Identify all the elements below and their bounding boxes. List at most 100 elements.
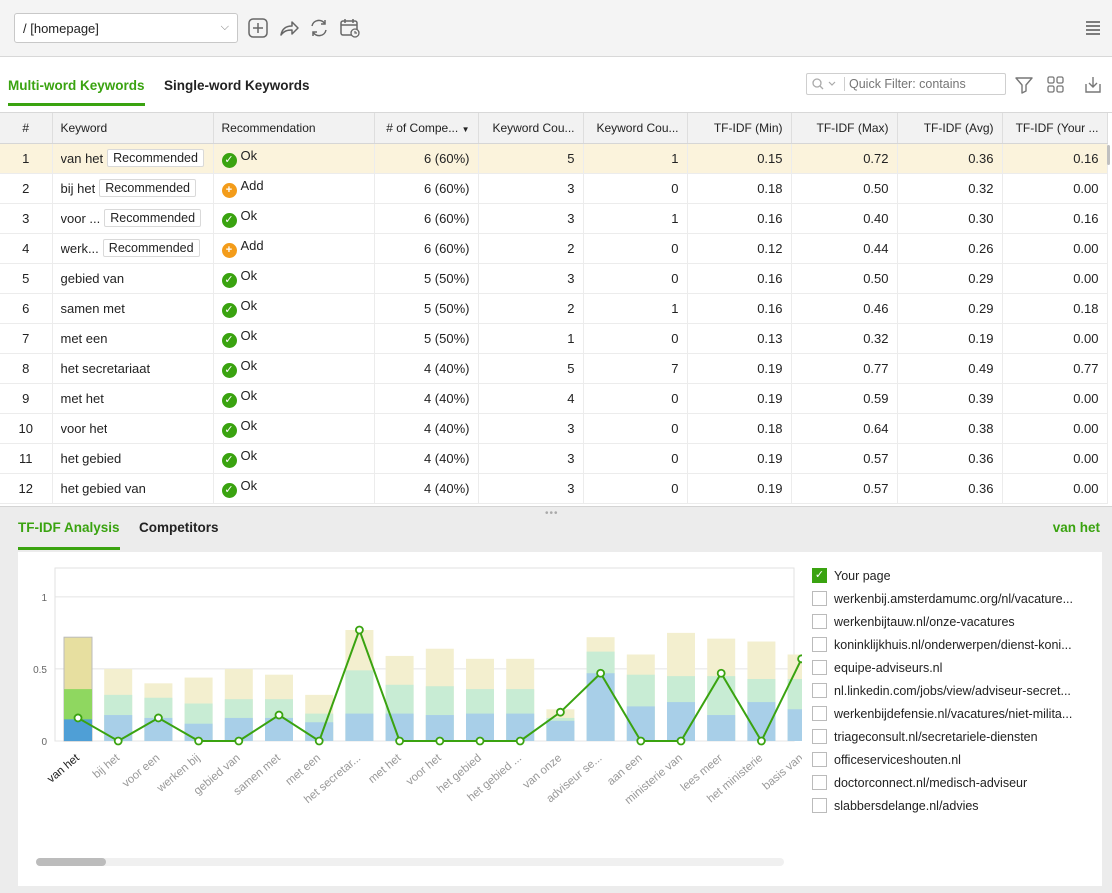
row-keyword: van het Recommended — [52, 143, 214, 174]
table-row[interactable]: 3 voor ... Recommended ✓ Ok 6 (60%) 3 1 0.16 0.40… — [0, 203, 1108, 234]
keyword-text: bij het — [60, 181, 96, 197]
keyword-text: het gebied van — [60, 481, 146, 497]
legend-checkbox[interactable] — [812, 729, 827, 744]
col-header-competitors[interactable]: # of Compe... ▼ — [374, 113, 479, 144]
legend-item[interactable]: slabbersdelange.nl/advies — [812, 794, 1102, 817]
bar-min — [586, 673, 615, 741]
legend-item[interactable]: werkenbij.amsterdamumc.org/nl/vacature..… — [812, 587, 1102, 610]
row-tfidf-max: 0.32 — [791, 323, 898, 354]
keyword-text: voor ... — [60, 211, 101, 227]
tab-tfidf-analysis[interactable]: TF-IDF Analysis — [18, 520, 120, 550]
legend-checkbox[interactable] — [812, 660, 827, 675]
col-header-keyword[interactable]: Keyword — [52, 113, 214, 144]
your-page-point — [475, 736, 485, 746]
quick-filter[interactable] — [806, 73, 1006, 95]
row-keyword-count-2: 0 — [583, 473, 688, 504]
keyword-text: gebied van — [60, 271, 125, 287]
export-icon[interactable] — [1083, 75, 1103, 95]
row-keyword: het gebied van — [52, 473, 214, 504]
table-row[interactable]: 6 samen met ✓ Ok 5 (50%) 2 1 0.16 0.46 0.29 0.18 — [0, 293, 1108, 324]
table-row[interactable]: 10 voor het ✓ Ok 4 (40%) 3 0 0.18 0.64 0.38 0.00 — [0, 413, 1108, 444]
col-header-keyword-count-2[interactable]: Keyword Cou... — [583, 113, 688, 144]
legend-checkbox[interactable] — [812, 775, 827, 790]
legend-checkbox[interactable] — [812, 752, 827, 767]
quick-filter-input[interactable] — [849, 76, 999, 92]
table-scrollbar[interactable] — [1107, 145, 1110, 165]
legend-item[interactable]: nl.linkedin.com/jobs/view/adviseur-secre… — [812, 679, 1102, 702]
legend-item[interactable]: officeserviceshouten.nl — [812, 748, 1102, 771]
legend-item[interactable]: equipe-adviseurs.nl — [812, 656, 1102, 679]
row-index: 10 — [0, 413, 53, 444]
row-recommendation: ✓ Ok — [213, 473, 375, 504]
bar-min — [466, 713, 494, 741]
col-header-tfidf-min[interactable]: TF-IDF (Min) — [687, 113, 792, 144]
tab-multi-word-keywords[interactable]: Multi-word Keywords — [8, 78, 145, 106]
scrollbar-thumb[interactable] — [36, 858, 106, 866]
row-index: 3 — [0, 203, 53, 234]
row-recommendation: ✓ Ok — [213, 443, 375, 474]
row-tfidf-your: 0.16 — [1002, 203, 1108, 234]
col-header-tfidf-max[interactable]: TF-IDF (Max) — [791, 113, 898, 144]
check-circle-icon: ✓ — [221, 453, 237, 468]
col-header-tfidf-your[interactable]: TF-IDF (Your ... — [1002, 113, 1108, 144]
legend-item[interactable]: ✓ Your page — [812, 564, 1102, 587]
table-row[interactable]: 11 het gebied ✓ Ok 4 (40%) 3 0 0.19 0.57 0.36 0.00 — [0, 443, 1108, 474]
legend-checkbox[interactable] — [812, 591, 827, 606]
row-keyword-count-1: 3 — [478, 473, 584, 504]
panel-splitter[interactable]: ••• — [0, 506, 1112, 519]
recommendation-text: Ok — [240, 358, 258, 373]
filter-icon[interactable] — [1014, 75, 1034, 95]
add-page-icon[interactable] — [247, 17, 269, 39]
table-row[interactable]: 1 van het Recommended ✓ Ok 6 (60%) 5 1 0.15 0.72 0… — [0, 143, 1108, 174]
recommended-tag: Recommended — [99, 179, 196, 197]
table-row[interactable]: 9 met het ✓ Ok 4 (40%) 4 0 0.19 0.59 0.39 0.00 — [0, 383, 1108, 414]
table-row[interactable]: 4 werk... Recommended + Add 6 (60%) 2 0 0.12 0.44… — [0, 233, 1108, 264]
your-page-point — [194, 736, 204, 746]
recommendation-text: Ok — [240, 268, 258, 283]
col-header-tfidf-avg[interactable]: TF-IDF (Avg) — [897, 113, 1003, 144]
row-recommendation: ✓ Ok — [213, 203, 375, 234]
bar-min — [385, 713, 414, 741]
col-header-index[interactable]: # — [0, 113, 53, 144]
legend-item[interactable]: werkenbijtauw.nl/onze-vacatures — [812, 610, 1102, 633]
legend-checkbox[interactable] — [812, 798, 827, 813]
table-row[interactable]: 12 het gebied van ✓ Ok 4 (40%) 3 0 0.19 0.57 0.36… — [0, 473, 1108, 504]
check-circle-icon: ✓ — [221, 273, 237, 288]
row-tfidf-min: 0.16 — [687, 263, 792, 294]
tab-single-word-keywords[interactable]: Single-word Keywords — [164, 78, 310, 93]
bar-min — [787, 709, 816, 741]
table-row[interactable]: 5 gebied van ✓ Ok 5 (50%) 3 0 0.16 0.50 0.29 0.00 — [0, 263, 1108, 294]
legend-checkbox[interactable]: ✓ — [812, 568, 827, 583]
recommendation-text: Ok — [240, 418, 258, 433]
legend-item[interactable]: doctorconnect.nl/medisch-adviseur — [812, 771, 1102, 794]
row-keyword-count-2: 0 — [583, 233, 688, 264]
legend-item[interactable]: werkenbijdefensie.nl/vacatures/niet-mili… — [812, 702, 1102, 725]
col-header-recommendation[interactable]: Recommendation — [213, 113, 375, 144]
legend-checkbox[interactable] — [812, 614, 827, 629]
share-icon[interactable] — [278, 17, 300, 39]
tab-competitors[interactable]: Competitors — [139, 520, 219, 535]
schedule-icon[interactable] — [339, 17, 361, 39]
keyword-text: het gebied — [60, 451, 122, 467]
legend-item[interactable]: triageconsult.nl/secretariele-diensten — [812, 725, 1102, 748]
grid-view-icon[interactable] — [1046, 75, 1066, 95]
col-header-keyword-count-1[interactable]: Keyword Cou... — [478, 113, 584, 144]
legend-checkbox[interactable] — [812, 683, 827, 698]
row-keyword: voor het — [52, 413, 214, 444]
legend-checkbox[interactable] — [812, 637, 827, 652]
row-competitors: 4 (40%) — [374, 353, 479, 384]
row-tfidf-your: 0.00 — [1002, 173, 1108, 204]
legend-item[interactable]: koninklijkhuis.nl/onderwerpen/dienst-kon… — [812, 633, 1102, 656]
table-row[interactable]: 8 het secretariaat ✓ Ok 4 (40%) 5 7 0.19 0.77 0.4… — [0, 353, 1108, 384]
row-tfidf-your: 0.00 — [1002, 473, 1108, 504]
row-tfidf-min: 0.18 — [687, 413, 792, 444]
search-icon[interactable] — [811, 77, 845, 91]
legend-checkbox[interactable] — [812, 706, 827, 721]
page-url-select[interactable]: / [homepage] ⌵ — [14, 13, 238, 43]
table-row[interactable]: 2 bij het Recommended + Add 6 (60%) 3 0 0.18 0.50… — [0, 173, 1108, 204]
hamburger-menu-icon[interactable] — [1084, 18, 1102, 38]
refresh-icon[interactable] — [308, 17, 330, 39]
your-page-point — [716, 668, 726, 678]
chart-horizontal-scrollbar[interactable] — [36, 858, 784, 866]
table-row[interactable]: 7 met een ✓ Ok 5 (50%) 1 0 0.13 0.32 0.19 0.00 — [0, 323, 1108, 354]
